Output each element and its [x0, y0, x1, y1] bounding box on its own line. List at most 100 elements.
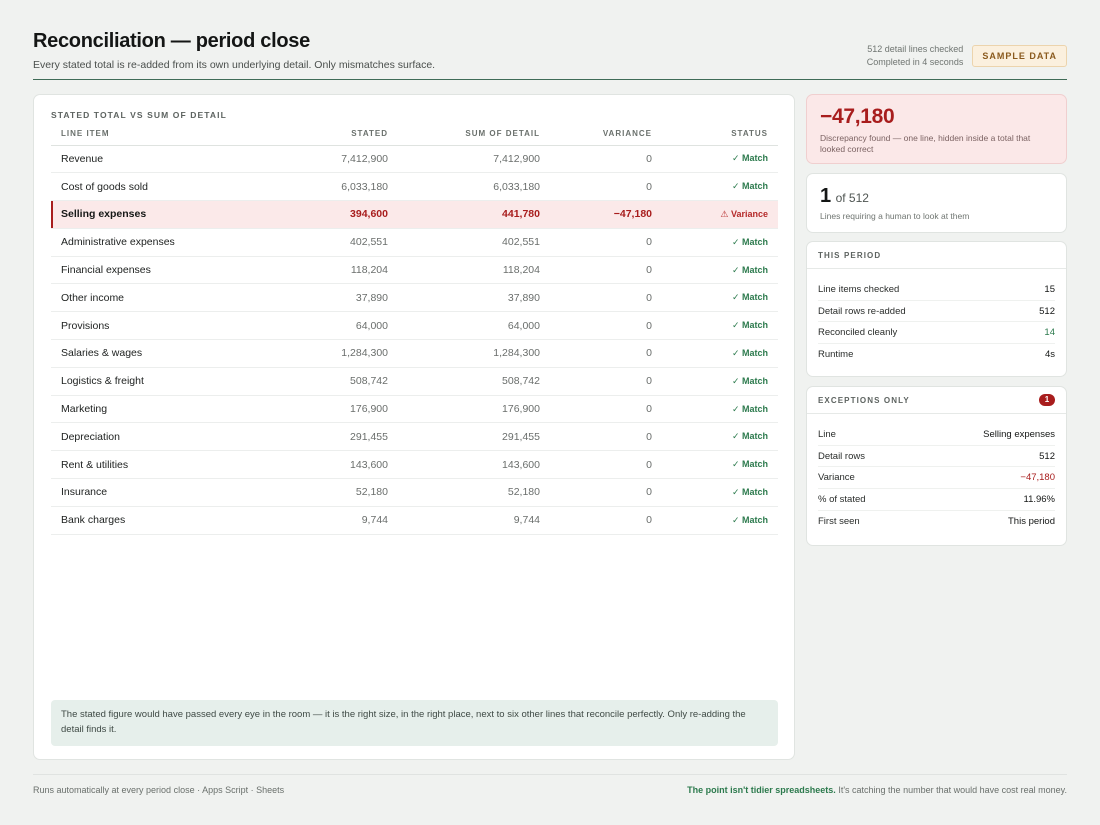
- exceptions-count-badge: 1: [1039, 394, 1055, 406]
- kv-value: 4s: [1044, 349, 1055, 361]
- discrepancy-description: Discrepancy found — one line, hidden ins…: [820, 133, 1031, 154]
- completed-time-text: Completed in 4 seconds: [866, 57, 964, 67]
- kv-row: % of stated 11.96%: [818, 489, 1055, 511]
- status-cell: ✓ Match: [662, 478, 778, 507]
- variance-cell: 0: [550, 256, 662, 285]
- this-period-panel: THIS PERIOD Line items checked 15 Detail r…: [806, 241, 1067, 377]
- variance-cell: 0: [550, 478, 662, 507]
- status-cell: ✓ Match: [662, 450, 778, 480]
- kv-row: Reconciled cleanly 14: [818, 322, 1055, 345]
- kv-row: First seen This period: [818, 511, 1055, 533]
- stated-cell: 6,033,180: [291, 172, 398, 202]
- page-subtitle: Every stated total is re-added from its …: [33, 59, 436, 71]
- line-item-cell: Revenue: [51, 145, 291, 174]
- table-row-flagged: Selling expenses 394,600 441,780 −47,180 ⚠ V…: [51, 200, 778, 229]
- stated-cell: 394,600: [291, 200, 398, 229]
- stated-cell: 402,551: [291, 228, 398, 257]
- kv-value: 512: [1039, 305, 1055, 317]
- line-item-cell: Financial expenses: [51, 256, 291, 285]
- line-item-cell: Administrative expenses: [51, 228, 291, 257]
- status-cell: ✓ Match: [662, 172, 778, 202]
- stated-cell: 7,412,900: [291, 145, 398, 174]
- variance-cell: −47,180: [550, 200, 662, 229]
- exceptions-header: EXCEPTIONS ONLY 1: [807, 387, 1066, 414]
- discrepancy-card: −47,180 Discrepancy found — one line, hi…: [806, 94, 1067, 164]
- page-footer: Runs automatically at every period close…: [33, 774, 1067, 795]
- footer-right-text: The point isn't tidier spreadsheets. It'…: [687, 785, 1067, 795]
- sum-of-detail-cell: 143,600: [398, 450, 550, 480]
- kv-value: Selling expenses: [983, 428, 1055, 440]
- stated-cell: 143,600: [291, 450, 398, 480]
- table-row: Cost of goods sold 6,033,180 6,033,180 0 ✓ M…: [51, 172, 778, 202]
- lines-checked-text: 512 detail lines checked: [867, 44, 964, 54]
- stated-cell: 9,744: [291, 506, 398, 535]
- line-item-cell: Logistics & freight: [51, 367, 291, 396]
- line-item-cell: Salaries & wages: [51, 339, 291, 368]
- sum-of-detail-cell: 291,455: [398, 422, 550, 452]
- status-cell: ✓ Match: [662, 506, 778, 535]
- variance-cell: 0: [550, 283, 662, 313]
- status-cell: ✓ Match: [662, 145, 778, 174]
- col-variance: VARIANCE: [550, 123, 662, 146]
- sum-of-detail-cell: 508,742: [398, 367, 550, 396]
- this-period-title: THIS PERIOD: [818, 250, 882, 260]
- kv-label: Variance: [818, 472, 855, 484]
- line-item-cell: Selling expenses: [51, 200, 291, 229]
- stated-cell: 291,455: [291, 422, 398, 452]
- line-item-cell: Cost of goods sold: [51, 172, 291, 202]
- sum-of-detail-cell: 402,551: [398, 228, 550, 257]
- stated-cell: 64,000: [291, 311, 398, 341]
- kv-row: Detail rows re-added 512: [818, 301, 1055, 323]
- col-stated: STATED: [291, 123, 398, 146]
- variance-cell: 0: [550, 339, 662, 368]
- stated-cell: 176,900: [291, 395, 398, 424]
- exceptions-panel: EXCEPTIONS ONLY 1 Line Selling expenses De…: [806, 386, 1067, 546]
- table-row: Rent & utilities 143,600 143,600 0 ✓ Match: [51, 450, 778, 480]
- variance-cell: 0: [550, 228, 662, 257]
- variance-cell: 0: [550, 145, 662, 174]
- variance-cell: 0: [550, 395, 662, 424]
- status-cell: ✓ Match: [662, 422, 778, 452]
- sum-of-detail-cell: 176,900: [398, 395, 550, 424]
- sum-of-detail-cell: 37,890: [398, 283, 550, 313]
- sample-data-badge: SAMPLE DATA: [972, 45, 1067, 67]
- footer-left-text: Runs automatically at every period close…: [33, 785, 285, 795]
- reconciliation-card: STATED TOTAL VS SUM OF DETAIL LINE ITEM …: [33, 94, 795, 760]
- kv-label: Line items checked: [818, 283, 900, 295]
- header-meta: 512 detail lines checked Completed in 4 …: [867, 43, 1067, 69]
- lines-count-value: 1: [820, 185, 832, 207]
- status-cell: ✓ Match: [662, 339, 778, 368]
- col-line-item: LINE ITEM: [51, 123, 291, 146]
- reconciliation-table: LINE ITEM STATED SUM OF DETAIL VARIANCE …: [51, 123, 778, 535]
- this-period-list: Line items checked 15 Detail rows re-added…: [807, 269, 1066, 366]
- stated-cell: 37,890: [291, 283, 398, 313]
- line-item-cell: Rent & utilities: [51, 450, 291, 480]
- table-row: Insurance 52,180 52,180 0 ✓ Match: [51, 478, 778, 507]
- table-row: Financial expenses 118,204 118,204 0 ✓ Match: [51, 256, 778, 285]
- sum-of-detail-cell: 1,284,300: [398, 339, 550, 368]
- sum-of-detail-cell: 118,204: [398, 256, 550, 285]
- kv-label: Reconciled cleanly: [818, 327, 898, 339]
- variance-cell: 0: [550, 450, 662, 480]
- variance-cell: 0: [550, 172, 662, 202]
- footer-rest: It's catching the number that would have…: [835, 785, 1067, 795]
- kv-label: % of stated: [818, 493, 866, 505]
- line-item-cell: Insurance: [51, 478, 291, 507]
- table-row: Marketing 176,900 176,900 0 ✓ Match: [51, 395, 778, 424]
- kv-value: −47,180: [1020, 472, 1055, 484]
- sum-of-detail-cell: 6,033,180: [398, 172, 550, 202]
- kv-row: Line items checked 15: [818, 279, 1055, 301]
- line-item-cell: Bank charges: [51, 506, 291, 535]
- stated-cell: 1,284,300: [291, 339, 398, 368]
- kv-value: 512: [1039, 450, 1055, 462]
- status-cell: ✓ Match: [662, 256, 778, 285]
- exceptions-list: Line Selling expenses Detail rows 512 Varian…: [807, 414, 1066, 532]
- table-header-row: LINE ITEM STATED SUM OF DETAIL VARIANCE …: [51, 123, 778, 146]
- line-item-cell: Marketing: [51, 395, 291, 424]
- kv-label: First seen: [818, 516, 860, 528]
- kv-row: Detail rows 512: [818, 446, 1055, 468]
- this-period-header: THIS PERIOD: [807, 242, 1066, 269]
- kv-value: 15: [1044, 283, 1055, 295]
- table-row: Other income 37,890 37,890 0 ✓ Match: [51, 283, 778, 313]
- kv-label: Runtime: [818, 349, 854, 361]
